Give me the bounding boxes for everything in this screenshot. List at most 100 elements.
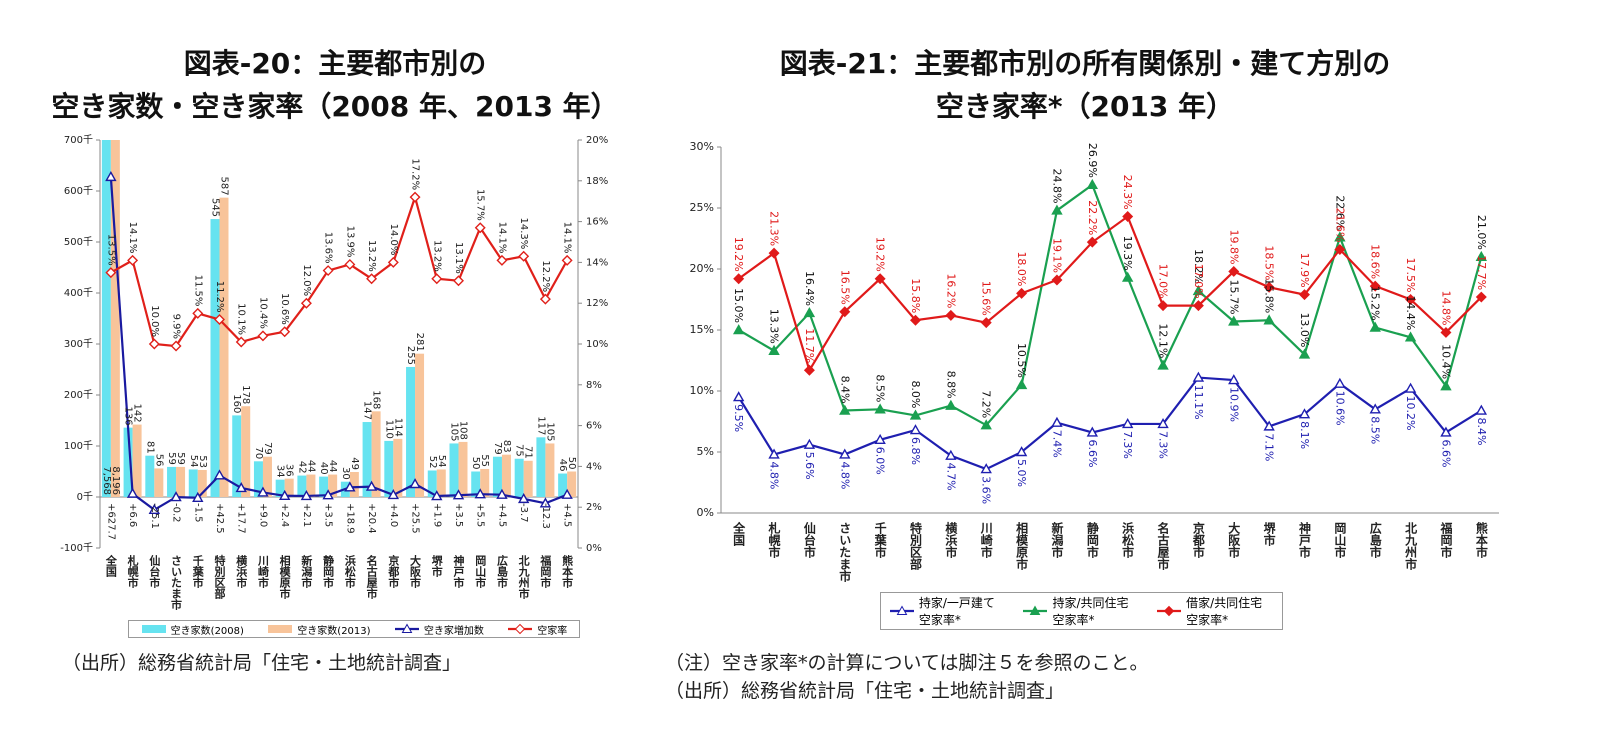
data-label: +25.5 <box>410 503 421 534</box>
chart-title: 図表-21：主要都市別の所有関係別・建て方別の <box>779 47 1391 80</box>
data-label: +4.5 <box>562 503 573 527</box>
data-label: 15.7% <box>1227 280 1240 315</box>
data-label: 16.2% <box>944 273 957 308</box>
data-label: 8,196 <box>110 466 121 495</box>
marker <box>235 336 247 348</box>
marker <box>1263 420 1275 431</box>
x-tick-label: 特別区部 <box>909 521 923 571</box>
y2-tick-label: 18% <box>586 176 608 187</box>
data-label: 15.2% <box>1369 286 1382 321</box>
bar <box>154 468 164 497</box>
bar <box>132 424 142 497</box>
marker <box>431 490 443 501</box>
x-tick-label: 大阪市 <box>409 554 422 589</box>
marker <box>945 449 957 460</box>
x-tick-label: 堺市 <box>1262 521 1276 547</box>
legend-label: 空き家数(2013) <box>297 625 371 637</box>
marker <box>257 330 269 342</box>
x-tick-label: 京都市 <box>387 554 401 589</box>
legend-marker <box>896 605 908 615</box>
legend-label: 持家/共同住宅空家率* <box>1052 596 1129 627</box>
marker <box>170 491 182 502</box>
y-tick-label: 400千 <box>64 287 93 299</box>
data-label: 18.5% <box>1263 245 1276 280</box>
data-label: 8.8% <box>944 371 957 399</box>
marker <box>945 309 957 321</box>
x-tick-label: 福岡市 <box>1439 521 1453 559</box>
data-label: 18.0% <box>1015 251 1028 286</box>
legend: 持家/一戸建て空家率* 持家/共同住宅空家率* 借家/共同住宅空家率* <box>880 592 1283 630</box>
data-label: 54 <box>436 455 447 468</box>
x-tick-label: 広島市 <box>495 554 508 589</box>
marker <box>1157 300 1169 312</box>
x-tick-label: 浜松市 <box>1121 521 1135 559</box>
data-label: 6.8% <box>909 437 922 465</box>
x-tick-label: 全国 <box>732 521 746 547</box>
y2-tick-label: 6% <box>586 421 602 432</box>
data-label: +627.7 <box>105 503 116 540</box>
data-label: 13.3% <box>768 309 781 344</box>
line <box>109 176 568 512</box>
marker <box>945 399 957 410</box>
bar <box>328 474 338 497</box>
x-tick-label: 堺市 <box>430 554 443 578</box>
data-label: 13.2% <box>431 240 442 272</box>
data-label: 8.4% <box>1475 418 1488 446</box>
legend-item: 空き家数(2013) <box>267 622 371 637</box>
bar <box>297 475 307 497</box>
data-label: 13.6% <box>323 232 334 264</box>
data-label: 6.0% <box>874 447 887 475</box>
data-label: 40 <box>318 462 329 475</box>
x-tick-label: 特別区部 <box>213 554 227 600</box>
marker <box>1475 291 1487 303</box>
marker <box>322 489 334 500</box>
y-tick-label: 20% <box>690 262 714 275</box>
bar <box>558 473 568 497</box>
x-tick-label: 岡山市 <box>474 555 487 589</box>
x-tick-label: 広島市 <box>1368 521 1382 559</box>
data-label: 49 <box>349 457 360 470</box>
marker <box>539 497 552 508</box>
data-label: +42.5 <box>214 503 225 534</box>
data-label: 53 <box>197 455 208 468</box>
y2-tick-label: 20% <box>586 135 608 146</box>
legend-swatch <box>268 625 293 633</box>
data-label: -0.2 <box>171 503 182 523</box>
bar <box>176 466 186 497</box>
x-tick-label: 熊本市 <box>561 554 574 589</box>
data-label: +17.7 <box>236 503 247 534</box>
bar <box>492 456 502 497</box>
marker <box>1263 281 1275 293</box>
marker <box>387 489 400 500</box>
marker <box>496 254 508 266</box>
bar <box>167 466 177 497</box>
legend-icon <box>1023 605 1048 615</box>
data-label: 50 <box>566 457 577 470</box>
marker <box>1086 236 1098 248</box>
data-label: 105 <box>544 422 555 441</box>
data-label: 71 <box>523 446 534 459</box>
x-tick-label: 千葉市 <box>191 554 205 589</box>
marker <box>300 297 312 309</box>
data-label: 8.0% <box>909 380 922 408</box>
marker <box>768 448 780 459</box>
x-tick-label: 名古屋市 <box>1156 521 1170 571</box>
x-tick-label: 京都市 <box>1191 521 1205 559</box>
marker <box>1228 265 1240 277</box>
data-label: 55 <box>479 454 490 467</box>
data-label: 18.2% <box>1192 249 1205 284</box>
marker <box>1015 378 1028 390</box>
marker <box>1263 314 1275 325</box>
x-tick-label: 浜松市 <box>343 554 356 589</box>
x-tick-label: さいたま市 <box>170 555 183 611</box>
data-label: 59 <box>175 452 186 465</box>
marker <box>1405 294 1417 305</box>
y-tick-label: 10% <box>690 384 714 397</box>
data-label: 46 <box>557 459 568 472</box>
line <box>737 376 1482 471</box>
legend-icon <box>394 623 419 633</box>
marker <box>366 273 378 285</box>
y-tick-label: 100千 <box>64 440 93 452</box>
legend-item: 持家/共同住宅空家率* <box>1022 594 1140 628</box>
